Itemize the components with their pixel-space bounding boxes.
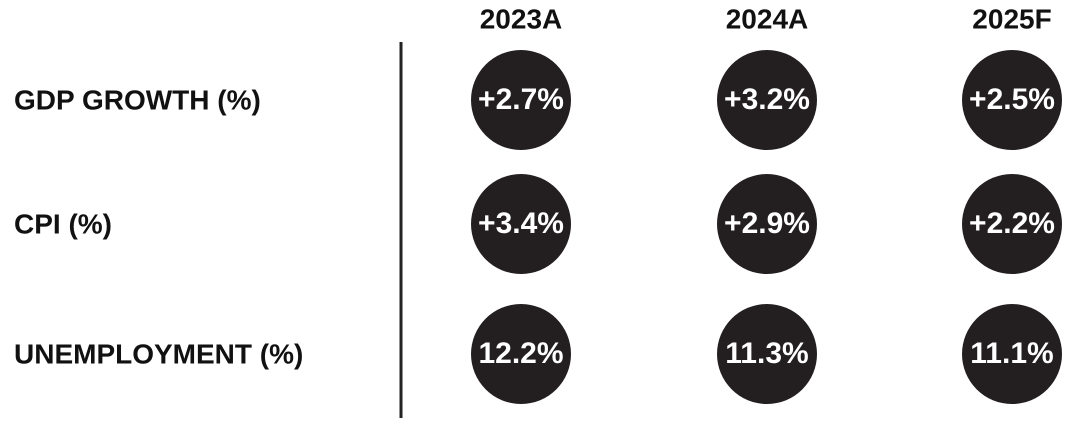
value-text: +2.2% [969,207,1055,240]
value-badge [471,50,571,150]
value-text: +3.2% [724,83,810,116]
value-badge [962,50,1062,150]
value-badge [717,174,817,274]
row-label: GDP GROWTH (%) [14,84,261,115]
value-text: +2.5% [969,83,1055,116]
value-text: +3.4% [478,207,564,240]
value-text: +2.9% [724,207,810,240]
value-badge [471,304,571,404]
value-badge [717,50,817,150]
value-text: 11.3% [725,337,808,370]
row-label: CPI (%) [14,208,112,239]
value-badge [962,304,1062,404]
value-text: 11.1% [970,337,1053,370]
column-header: 2024A [726,3,809,34]
row-label: UNEMPLOYMENT (%) [14,338,303,369]
value-text: 12.2% [478,337,563,370]
value-badge [717,304,817,404]
value-badge [471,174,571,274]
column-header: 2023A [480,3,563,34]
value-badge [962,174,1062,274]
value-text: +2.7% [478,83,564,116]
column-header: 2025F [972,3,1051,34]
